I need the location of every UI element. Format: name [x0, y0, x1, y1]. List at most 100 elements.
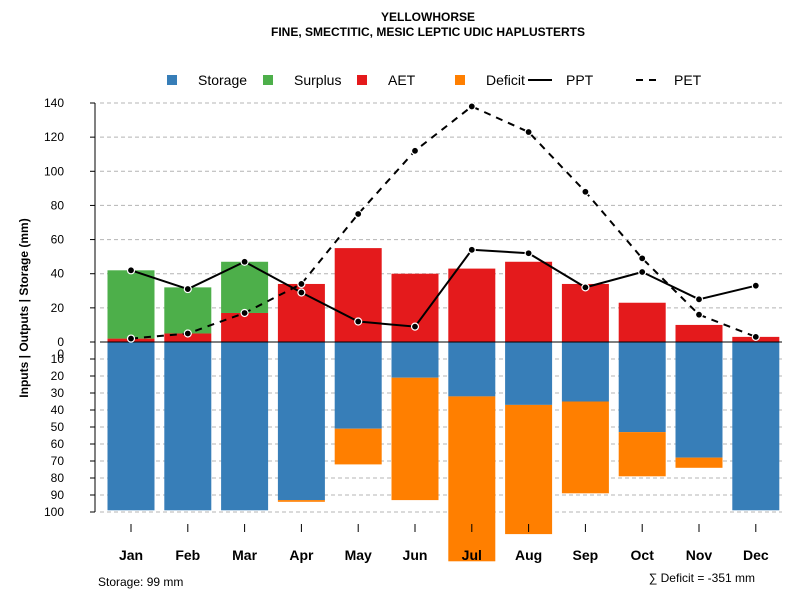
bar-deficit	[561, 401, 609, 494]
bar-storage	[107, 342, 155, 511]
x-tick-label: Jul	[462, 547, 482, 563]
legend-swatch-aet	[357, 75, 367, 85]
legend-label-storage: Storage	[198, 72, 247, 88]
bar-storage	[164, 342, 212, 511]
bar-aet	[164, 333, 212, 342]
bar-storage	[505, 342, 553, 405]
bar-aet	[505, 261, 553, 342]
legend-label-aet: AET	[388, 72, 416, 88]
bar-storage	[448, 342, 496, 397]
y-tick-label-lower: 50	[51, 420, 65, 434]
bar-storage	[391, 342, 439, 378]
pet-point	[297, 279, 306, 289]
ppt-point	[183, 284, 192, 294]
bar-storage	[732, 342, 780, 511]
bar-deficit	[505, 404, 553, 535]
y-tick-label-upper: 140	[44, 96, 64, 110]
y-tick-label-lower: 40	[51, 403, 65, 417]
ppt-point	[467, 245, 476, 254]
ppt-point	[524, 249, 533, 258]
pet-point	[354, 209, 363, 219]
ppt-point	[751, 281, 760, 290]
y-tick-label-lower: 90	[51, 488, 65, 502]
legend-swatch-storage	[167, 75, 177, 85]
pet-point	[524, 127, 533, 137]
y-tick-label-lower: 100	[44, 505, 64, 519]
x-tick-label: Apr	[289, 547, 314, 563]
bars	[107, 248, 780, 562]
y-tick-label-lower: 60	[51, 437, 65, 451]
bar-surplus	[164, 287, 212, 334]
x-tick-label: Nov	[686, 547, 713, 563]
pet-point	[240, 308, 249, 318]
pet-point	[581, 187, 590, 196]
x-tick-label: Dec	[743, 547, 769, 563]
bar-aet	[221, 312, 269, 342]
ppt-line	[130, 248, 757, 328]
legend-label-ppt: PPT	[566, 72, 594, 88]
x-tick-label: Aug	[515, 547, 542, 563]
chart-title: YELLOWHORSE	[381, 10, 475, 24]
y-tick-label-lower: 80	[51, 471, 65, 485]
x-tick-label: May	[345, 547, 372, 563]
axes: 0 20 40 60 80 100 120 140 10 20 30 40 50 60 70 80 90 100 0…	[44, 96, 769, 563]
legend-swatch-surplus	[263, 75, 273, 85]
bar-storage	[277, 342, 325, 501]
y-tick-label-upper: 20	[51, 301, 65, 315]
y-axis-label: Inputs | Outputs | Storage (mm)	[17, 218, 31, 397]
pet-point	[638, 254, 647, 263]
ppt-point	[126, 266, 136, 275]
bar-surplus	[107, 270, 155, 339]
pet-point	[751, 332, 760, 341]
bar-aet	[448, 268, 496, 342]
legend-swatch-deficit	[455, 75, 465, 85]
bar-storage	[675, 342, 723, 458]
chart-subtitle: FINE, SMECTITIC, MESIC LEPTIC UDIC HAPLU…	[271, 25, 585, 39]
ppt-point	[297, 288, 306, 297]
legend: Storage Surplus AET Deficit PPT PET	[167, 72, 702, 88]
pet-point	[467, 102, 476, 111]
pet-point	[126, 334, 136, 343]
pet-point	[410, 146, 420, 155]
ppt-point	[410, 322, 420, 331]
legend-label-pet: PET	[674, 72, 702, 88]
y-tick-label-upper: 60	[51, 233, 65, 247]
ppt-point	[638, 267, 647, 277]
x-tick-label: Sep	[573, 547, 599, 563]
y-tick-label-lower: 10	[51, 352, 65, 366]
bar-aet	[675, 324, 723, 342]
legend-label-surplus: Surplus	[294, 72, 341, 88]
ppt-point	[240, 257, 249, 266]
y-tick-label-lower: 20	[51, 369, 65, 383]
y-tick-label-lower: 0	[57, 347, 64, 361]
y-tick-label-upper: 80	[51, 198, 65, 212]
y-tick-label-upper: 120	[44, 130, 64, 144]
pet-point	[183, 329, 192, 338]
bar-deficit	[334, 428, 382, 465]
bar-deficit	[618, 432, 666, 477]
bar-deficit	[277, 500, 325, 502]
bar-storage	[561, 342, 609, 402]
bar-aet	[618, 302, 666, 342]
x-tick-label: Oct	[631, 547, 655, 563]
bar-deficit	[391, 377, 439, 501]
gridlines	[100, 102, 782, 513]
storage-note: Storage: 99 mm	[98, 575, 183, 589]
ppt-point	[694, 295, 704, 304]
pet-point	[694, 310, 704, 319]
bar-aet	[391, 273, 439, 342]
legend-label-deficit: Deficit	[486, 72, 525, 88]
y-tick-label-upper: 0	[57, 335, 64, 349]
bar-aet	[561, 283, 609, 342]
pet-line	[130, 105, 757, 340]
x-tick-label: Jan	[119, 547, 143, 563]
x-tick-label: Mar	[232, 547, 257, 563]
y-tick-label-upper: 40	[51, 267, 65, 281]
bar-storage	[618, 342, 666, 433]
y-tick-label-lower: 30	[51, 386, 65, 400]
bar-aet	[334, 248, 382, 342]
y-tick-label-upper: 100	[44, 164, 64, 178]
bar-storage	[334, 342, 382, 429]
lines	[126, 102, 760, 343]
